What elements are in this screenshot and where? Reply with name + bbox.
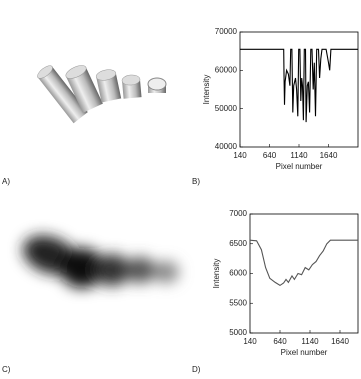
y-tick-label: 5000: [229, 328, 247, 337]
blurred-image: [22, 235, 179, 288]
panel-label: A): [2, 177, 10, 186]
cylinders-image: [37, 65, 167, 124]
x-tick-label: 140: [243, 337, 257, 346]
y-tick-label: 6500: [229, 239, 247, 248]
plot-frame: [249, 213, 359, 334]
x-tick-label: 640: [263, 151, 277, 160]
panel-label: D): [192, 365, 201, 374]
y-tick-label: 50000: [215, 104, 238, 113]
y-tick-label: 70000: [215, 27, 238, 36]
y-axis-label: Intensity: [202, 75, 211, 105]
x-tick-label: 140: [233, 151, 247, 160]
x-axis-label: Pixel number: [281, 348, 328, 357]
y-tick-label: 6000: [229, 269, 247, 278]
x-tick-label: 1640: [331, 337, 349, 346]
panel-label: C): [2, 365, 11, 374]
data-line: [249, 239, 358, 287]
y-axis-label: Intensity: [212, 259, 221, 289]
x-tick-label: 1140: [301, 337, 319, 346]
x-axis-label: Pixel number: [276, 162, 323, 171]
y-tick-label: 7000: [229, 209, 247, 218]
x-tick-label: 1640: [320, 151, 338, 160]
panel-label: B): [192, 177, 200, 186]
y-tick-label: 5500: [229, 298, 247, 307]
x-tick-label: 1140: [290, 151, 308, 160]
x-tick-label: 640: [273, 337, 287, 346]
y-tick-label: 40000: [215, 142, 238, 151]
y-tick-label: 60000: [215, 65, 238, 74]
data-line: [240, 48, 358, 123]
